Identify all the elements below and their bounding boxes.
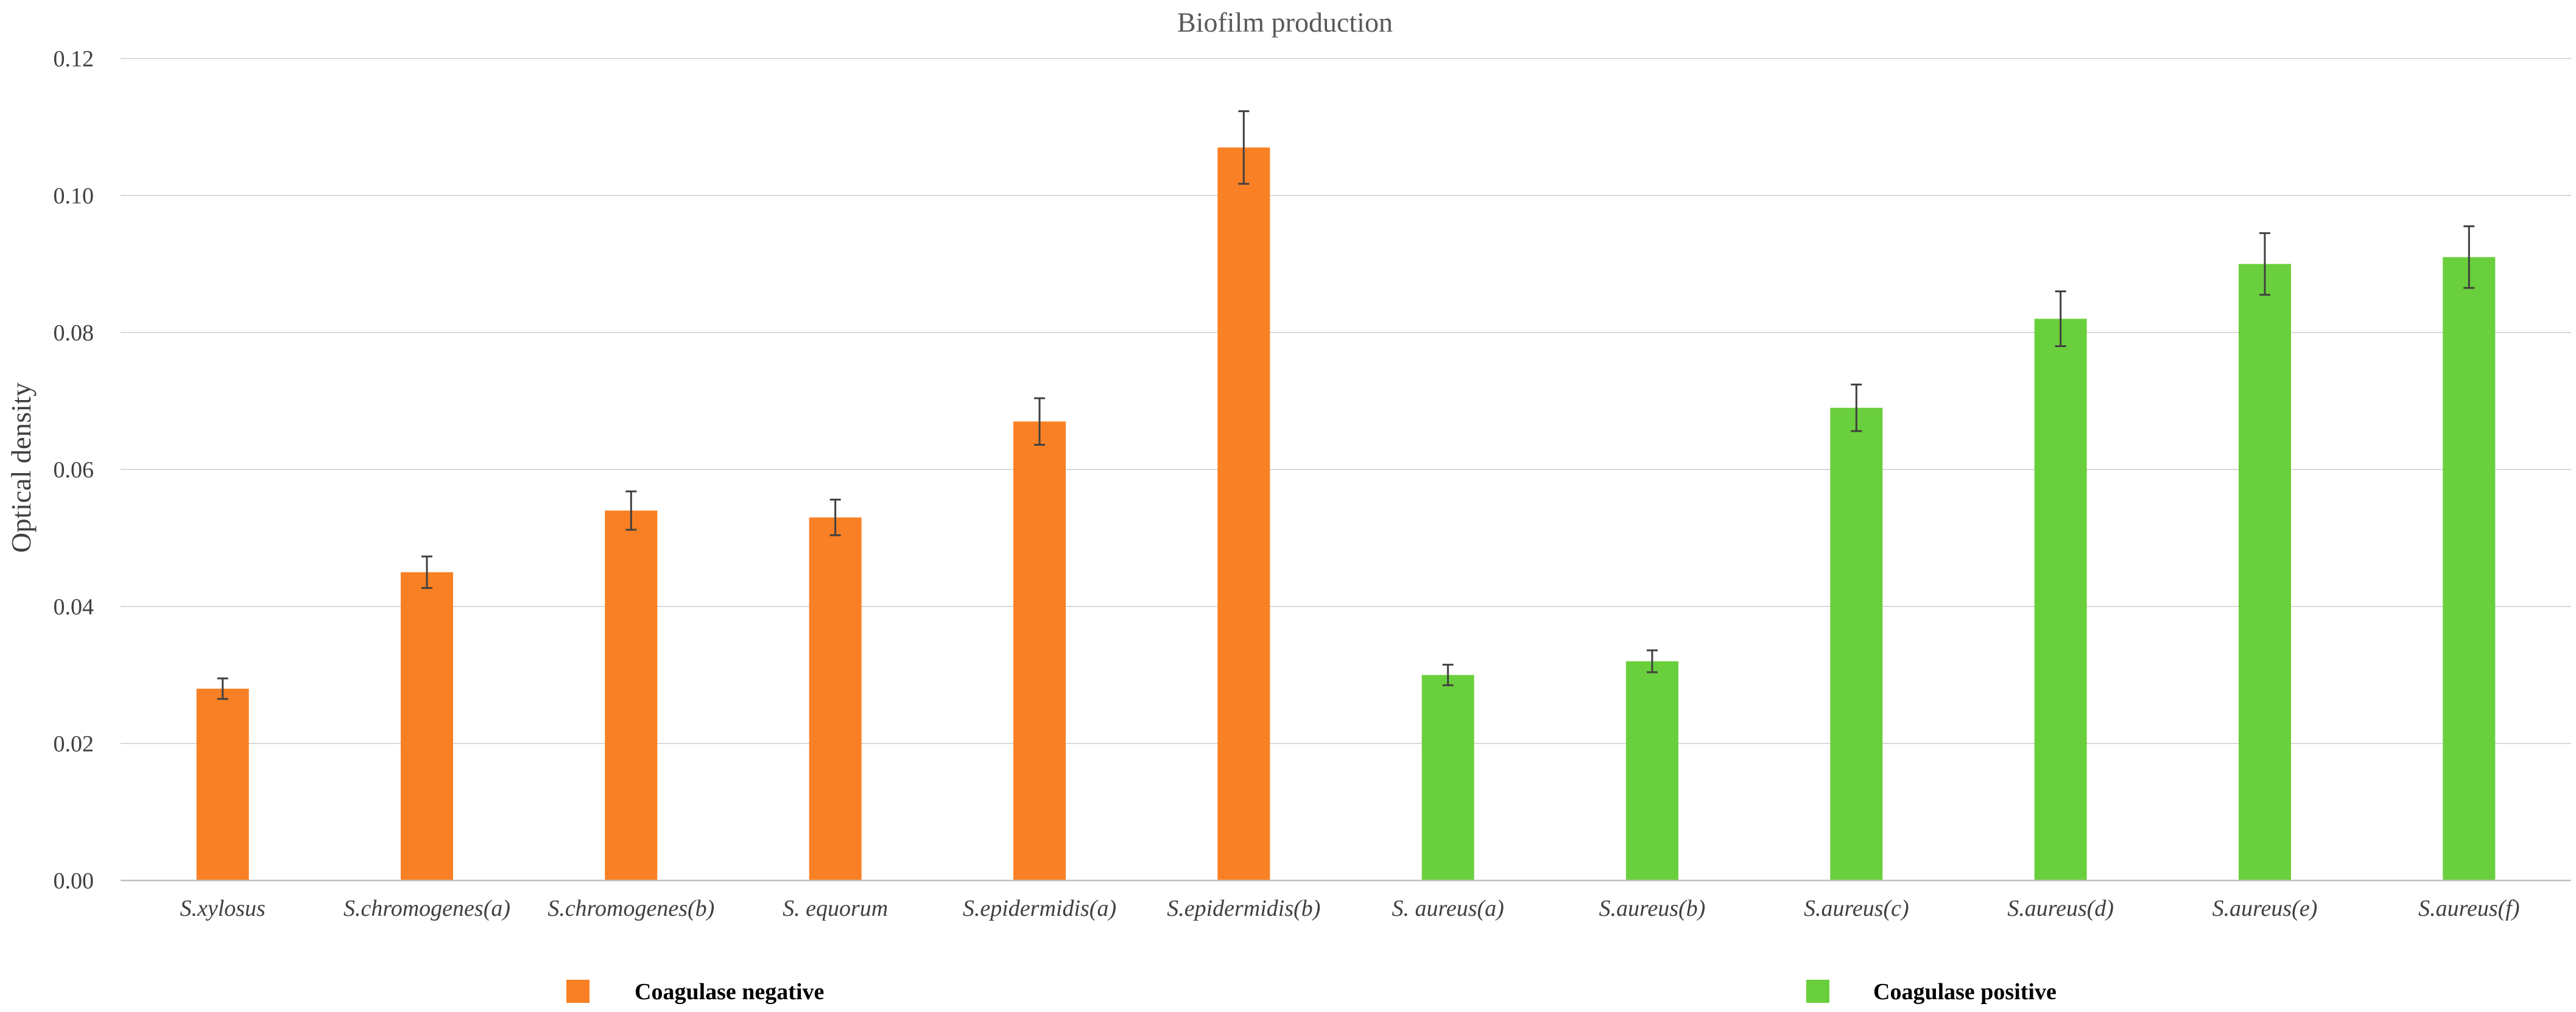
legend: Coagulase negative Coagulase positive [566,979,2057,1005]
bar [2034,318,2087,880]
bar [401,572,453,880]
x-tick-label: S.epidermidis(b) [1167,896,1320,921]
x-tick-label: S.aureus(e) [2212,896,2318,921]
x-tick-label: S.aureus(d) [2007,896,2114,921]
bar [2443,257,2496,880]
gridlines [121,58,2571,744]
x-tick-label: S. aureus(a) [1392,896,1504,921]
bar [605,510,658,880]
bar [1830,407,1883,880]
bar [1013,421,1066,880]
bar [1217,147,1270,880]
y-tick-label: 0.02 [54,731,94,757]
y-tick-label: 0.12 [54,46,94,72]
legend-label-coagulase-positive: Coagulase positive [1873,979,2057,1005]
bar [1421,675,1474,880]
y-tick-label: 0.00 [54,868,94,894]
y-tick-label: 0.10 [54,183,94,209]
bar [1626,661,1678,880]
bar [2239,264,2291,880]
x-tick-label: S.epidermidis(a) [963,896,1116,921]
bar [196,689,249,880]
x-tick-label: S. equorum [783,896,888,921]
error-bars [217,110,2475,700]
x-tick-label: S.aureus(c) [1804,896,1909,921]
y-axis-label: Optical density [5,382,37,553]
y-axis-ticks: 0.00 0.02 0.04 0.06 0.08 0.10 0.12 [54,46,94,894]
legend-swatch-coagulase-positive [1806,980,1829,1003]
chart-title: Biofilm production [1177,7,1393,38]
bars [196,147,2496,880]
y-tick-label: 0.08 [54,320,94,346]
legend-label-coagulase-negative: Coagulase negative [635,979,824,1005]
x-tick-label: S.aureus(f) [2418,896,2519,921]
legend-swatch-coagulase-negative [566,980,589,1003]
x-tick-label: S.chromogenes(a) [343,896,510,921]
y-tick-label: 0.06 [54,457,94,483]
x-tick-label: S.chromogenes(b) [547,896,714,921]
x-axis-ticks: S.xylosus S.chromogenes(a) S.chromogenes(b… [180,896,2519,921]
bar [809,517,862,880]
x-tick-label: S.aureus(b) [1599,896,1706,921]
y-tick-label: 0.04 [54,594,94,620]
x-tick-label: S.xylosus [180,896,265,921]
